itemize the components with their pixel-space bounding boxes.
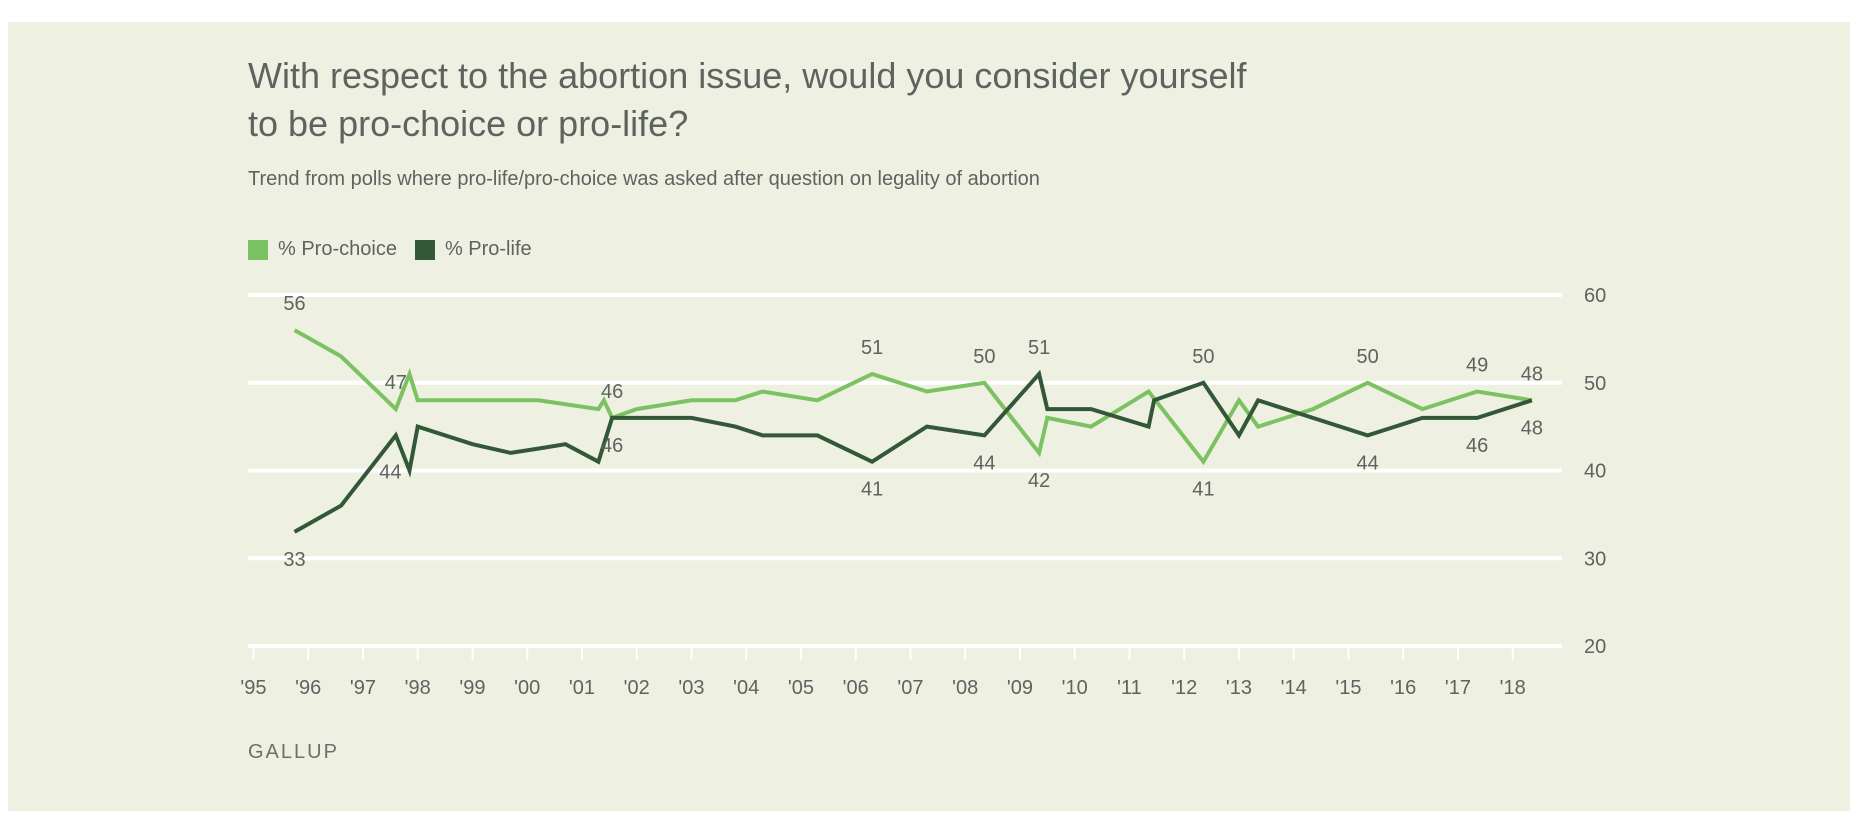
data-label-pro-life: 50 [1192,346,1214,368]
chart-title: With respect to the abortion issue, woul… [248,52,1348,148]
legend: % Pro-choice % Pro-life [248,238,550,261]
legend-label-pro-choice: % Pro-choice [278,238,397,260]
data-label-pro-life: 46 [1466,435,1488,457]
x-tick-label: '99 [459,677,485,699]
y-tick-label-60: 60 [1584,285,1606,307]
x-tick-label: '06 [843,677,869,699]
x-tick-label: '08 [952,677,978,699]
data-label-pro-choice: 56 [283,293,305,315]
x-tick-label: '09 [1007,677,1033,699]
data-label-pro-choice: 50 [973,346,995,368]
x-tick-label: '01 [569,677,595,699]
y-tick-label-30: 30 [1584,548,1606,570]
y-tick-label-50: 50 [1584,373,1606,395]
y-tick-label-20: 20 [1584,636,1606,658]
legend-swatch-pro-life [414,239,435,260]
data-label-pro-life: 41 [861,479,883,501]
data-label-pro-choice: 46 [601,381,623,403]
data-label-pro-life: 51 [1028,337,1050,359]
source-label: GALLUP [248,741,339,763]
x-tick-label: '98 [405,677,431,699]
data-label-pro-life: 44 [379,462,401,484]
data-label-pro-life: 44 [1357,452,1379,474]
x-tick-label: '15 [1335,677,1361,699]
data-label-pro-life: 44 [973,452,995,474]
data-label-pro-choice: 49 [1466,355,1488,377]
data-label-pro-life: 33 [283,549,305,571]
y-tick-label-40: 40 [1584,461,1606,483]
x-tick-label: '02 [624,677,650,699]
x-tick-label: '14 [1281,677,1307,699]
data-label-pro-choice: 47 [385,372,407,394]
data-label-pro-life: 48 [1521,417,1543,439]
x-tick-label: '04 [733,677,759,699]
data-label-pro-life: 46 [601,435,623,457]
chart-panel [8,22,1850,811]
x-tick-label: '13 [1226,677,1252,699]
data-label-pro-choice: 50 [1357,346,1379,368]
x-tick-label: '18 [1500,677,1526,699]
x-tick-label: '10 [1062,677,1088,699]
series-line-pro-choice [293,328,1533,466]
x-tick-label: '96 [295,677,321,699]
legend-item-pro-life: % Pro-life [414,238,532,261]
legend-label-pro-life: % Pro-life [444,238,532,260]
data-label-pro-choice: 42 [1028,470,1050,492]
data-label-pro-choice: 51 [861,337,883,359]
x-tick-label: '05 [788,677,814,699]
x-tick-label: '16 [1390,677,1416,699]
x-tick-label: '17 [1445,677,1471,699]
data-label-pro-choice: 41 [1192,479,1214,501]
chart-subtitle: Trend from polls where pro-life/pro-choi… [248,168,1040,190]
legend-swatch-pro-choice [248,239,268,260]
x-tick-label: '00 [514,677,540,699]
x-tick-label: '95 [240,677,266,699]
data-label-pro-choice: 48 [1521,363,1543,385]
x-tick-label: '07 [897,677,923,699]
series-line-pro-life [293,369,1533,534]
x-tick-label: '03 [678,677,704,699]
x-tick-label: '97 [350,677,376,699]
x-tick-label: '12 [1171,677,1197,699]
legend-item-pro-choice: % Pro-choice [248,238,397,261]
x-tick-label: '11 [1117,677,1142,699]
title-line-2: to be pro-choice or pro-life? [248,103,689,144]
title-line-1: With respect to the abortion issue, woul… [248,55,1247,96]
